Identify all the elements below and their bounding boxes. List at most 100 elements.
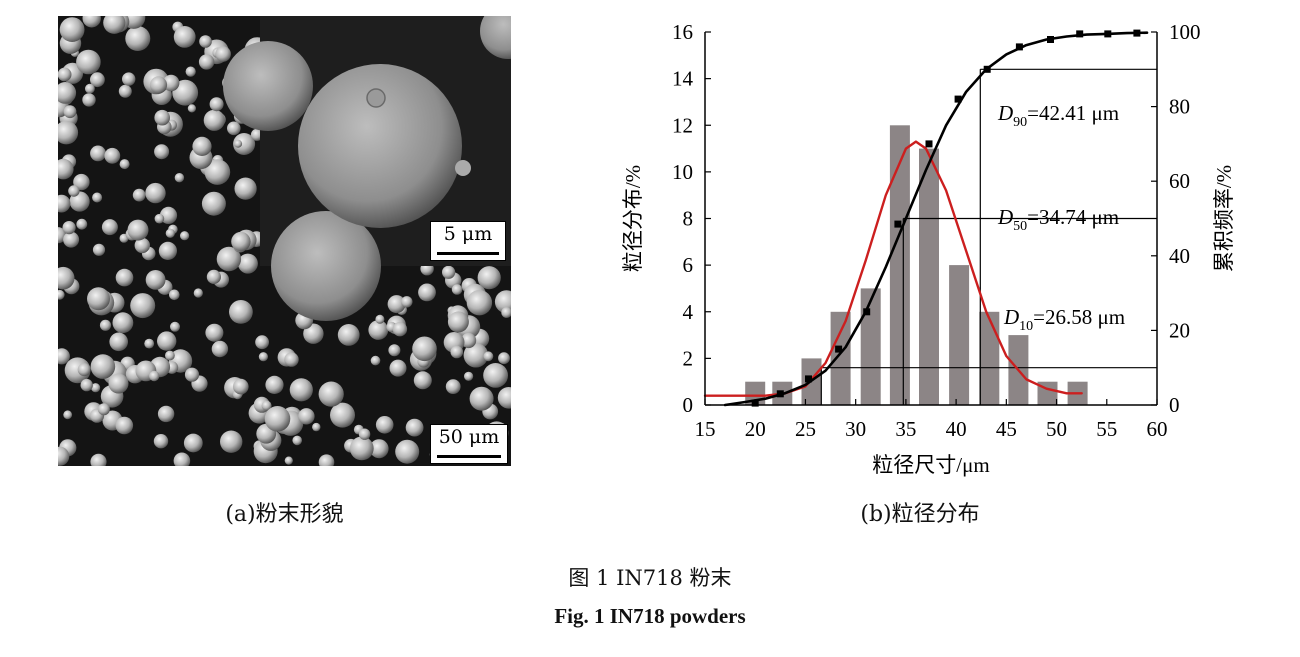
powder-particle xyxy=(90,145,106,162)
powder-particle xyxy=(68,185,80,197)
powder-particle xyxy=(82,16,101,28)
cumulative-point xyxy=(805,375,812,383)
y-axis-label: 粒径分布/% xyxy=(621,165,645,272)
scale-bar-inset: 5 μm xyxy=(430,221,506,261)
powder-particle xyxy=(63,105,77,119)
powder-particle xyxy=(108,373,129,394)
powder-particle xyxy=(99,319,112,331)
powder-particle xyxy=(261,400,272,411)
histogram-bar xyxy=(979,311,1000,406)
powder-particle xyxy=(149,370,160,382)
powder-particle xyxy=(127,219,149,241)
powder-particle xyxy=(58,67,72,82)
powder-particle xyxy=(154,109,170,126)
powder-particle xyxy=(183,433,203,453)
x-tick-label: 40 xyxy=(946,417,967,441)
powder-particle xyxy=(389,359,407,377)
x-tick-label: 60 xyxy=(1147,417,1168,441)
powder-particle xyxy=(192,136,212,156)
powder-particle xyxy=(172,79,199,106)
inset-particle xyxy=(271,211,381,321)
inset-particle xyxy=(480,16,511,59)
powder-particle xyxy=(199,35,212,48)
powder-particle xyxy=(405,418,424,437)
powder-particle xyxy=(118,84,132,98)
powder-particle xyxy=(58,266,75,290)
inset-satellite xyxy=(366,88,386,108)
powder-particle xyxy=(375,416,394,434)
x-tick-label: 50 xyxy=(1046,417,1067,441)
powder-particle xyxy=(185,66,196,77)
powder-particle xyxy=(451,284,463,295)
cumulative-point xyxy=(983,65,991,73)
histogram-bar xyxy=(949,265,970,405)
powder-particle xyxy=(149,76,168,94)
d50-label: D50=34.74 μm xyxy=(997,205,1119,234)
figure-caption-cn: 图 1 IN718 粉末 xyxy=(568,566,732,590)
powder-particle xyxy=(412,336,437,362)
d-value: =42.41 μm xyxy=(1027,101,1119,125)
cumulative-point xyxy=(1133,29,1141,37)
scale-bar-inset-label: 5 μm xyxy=(443,223,493,245)
y2-axis-label: 累积频率/% xyxy=(1212,165,1236,272)
powder-particle xyxy=(90,354,116,379)
x-tick-label: 20 xyxy=(745,417,766,441)
y2-tick-label: 0 xyxy=(1169,393,1180,417)
powder-particle xyxy=(63,231,80,248)
powder-particle xyxy=(498,352,510,365)
cumulative-point xyxy=(925,140,933,148)
powder-particle xyxy=(104,147,121,164)
y-tick-label: 0 xyxy=(683,393,694,417)
powder-particle xyxy=(233,378,249,395)
powder-particle xyxy=(130,293,156,319)
histogram-bar xyxy=(830,311,851,406)
powder-particle xyxy=(401,296,413,308)
powder-particle xyxy=(184,367,200,382)
cumulative-point xyxy=(894,220,902,228)
powder-particle xyxy=(169,289,180,301)
y-tick-label: 14 xyxy=(672,67,694,91)
y2-tick-label: 60 xyxy=(1169,169,1190,193)
powder-particle xyxy=(234,139,243,148)
histogram-bar xyxy=(860,288,881,405)
x-tick-label: 55 xyxy=(1096,417,1117,441)
powder-particle xyxy=(134,237,150,254)
powder-particle xyxy=(63,410,73,420)
powder-particle xyxy=(255,335,269,350)
powder-particle xyxy=(76,49,101,75)
powder-particle xyxy=(58,289,65,300)
powder-particle xyxy=(112,312,134,334)
cumulative-point xyxy=(1015,43,1023,51)
powder-particle xyxy=(466,290,493,316)
powder-particle xyxy=(91,383,101,393)
cumulative-point xyxy=(1076,30,1084,38)
powder-particle xyxy=(370,355,381,366)
powder-particle xyxy=(284,352,299,367)
powder-particle xyxy=(303,323,324,344)
powder-particle xyxy=(193,288,203,298)
d-value: =26.58 μm xyxy=(1033,305,1125,329)
y-tick-label: 8 xyxy=(683,207,694,231)
histogram-bar xyxy=(919,148,939,405)
powder-particle xyxy=(90,72,105,88)
figure-caption-en: Fig. 1 IN718 powders xyxy=(554,604,746,628)
powder-particle xyxy=(109,332,128,352)
powder-particle xyxy=(265,375,284,394)
powder-particle xyxy=(144,338,155,349)
x-tick-label: 45 xyxy=(996,417,1017,441)
powder-particle xyxy=(204,159,231,185)
powder-particle xyxy=(330,402,355,428)
powder-particle xyxy=(413,371,432,390)
powder-particle xyxy=(284,456,293,465)
y2-tick-label: 20 xyxy=(1169,318,1190,342)
d-symbol: D xyxy=(997,205,1013,229)
caption-a: (a)粉末形貌 xyxy=(225,502,344,527)
powder-particle xyxy=(187,104,196,113)
powder-particle xyxy=(159,206,178,224)
powder-particle xyxy=(165,228,175,238)
powder-particle xyxy=(369,439,389,459)
d-subscript: 10 xyxy=(1019,319,1033,334)
cumulative-point xyxy=(1104,30,1112,38)
powder-particle xyxy=(97,403,110,416)
powder-particle xyxy=(264,406,291,432)
